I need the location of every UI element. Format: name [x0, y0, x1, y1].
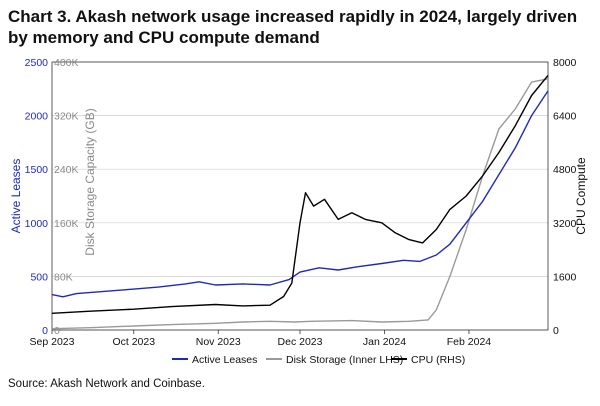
inner-tick-label: 0: [54, 325, 60, 337]
x-axis-ticks: Sep 2023 Oct 2023 Nov 2023 Dec 2023 Jan 2024…: [30, 330, 492, 348]
inner-tick-label: 320K: [54, 111, 79, 123]
left-tick-label: 2500: [25, 57, 49, 69]
right-axis-label: CPU Compute: [574, 157, 588, 235]
x-tick-label: Oct 2023: [112, 336, 155, 348]
right-tick-label: 6400: [553, 111, 577, 123]
series-active-leases: [51, 90, 549, 298]
legend-label: Disk Storage (Inner LHS): [286, 354, 403, 366]
right-tick-label: 3200: [553, 218, 577, 230]
x-tick-label: Nov 2023: [196, 336, 241, 348]
inner-tick-label: 240K: [54, 164, 79, 176]
left-tick-label: 500: [30, 271, 48, 283]
chart-title: Chart 3. Akash network usage increased r…: [8, 7, 578, 47]
right-tick-label: 4800: [553, 164, 577, 176]
inner-tick-label: 160K: [54, 218, 79, 230]
inner-tick-label: 80K: [54, 271, 73, 283]
left-tick-label: 1500: [25, 164, 49, 176]
x-tick-label: Dec 2023: [278, 336, 323, 348]
right-tick-label: 8000: [553, 57, 577, 69]
x-tick-label: Feb 2024: [447, 336, 492, 348]
source-note: Source: Akash Network and Coinbase.: [8, 378, 205, 390]
left-tick-label: 1000: [25, 218, 49, 230]
series-cpu: [51, 74, 549, 314]
series-disk-storage: [51, 78, 549, 330]
right-axis-ticks: 0 1600 3200 4800 6400 8000: [553, 57, 577, 337]
x-tick-label: Jan 2024: [363, 336, 406, 348]
inner-axis-ticks: 0 80K 160K 240K 320K 400K: [54, 57, 79, 337]
series-layer: [51, 74, 549, 330]
inner-axis-label: Disk Storage Capacity (GB): [83, 108, 97, 255]
legend-label: Active Leases: [192, 354, 257, 366]
right-tick-label: 0: [553, 325, 559, 337]
left-axis-label: Active Leases: [9, 159, 23, 234]
legend-label: CPU (RHS): [411, 354, 465, 366]
inner-tick-label: 400K: [54, 57, 79, 69]
left-tick-label: 2000: [25, 111, 49, 123]
legend: Active Leases Disk Storage (Inner LHS) CPU…: [172, 354, 465, 366]
left-tick-label: 0: [42, 325, 48, 337]
x-tick-label: Sep 2023: [30, 336, 75, 348]
left-axis-ticks: 0 500 1000 1500 2000 2500: [25, 57, 49, 337]
right-tick-label: 1600: [553, 271, 577, 283]
